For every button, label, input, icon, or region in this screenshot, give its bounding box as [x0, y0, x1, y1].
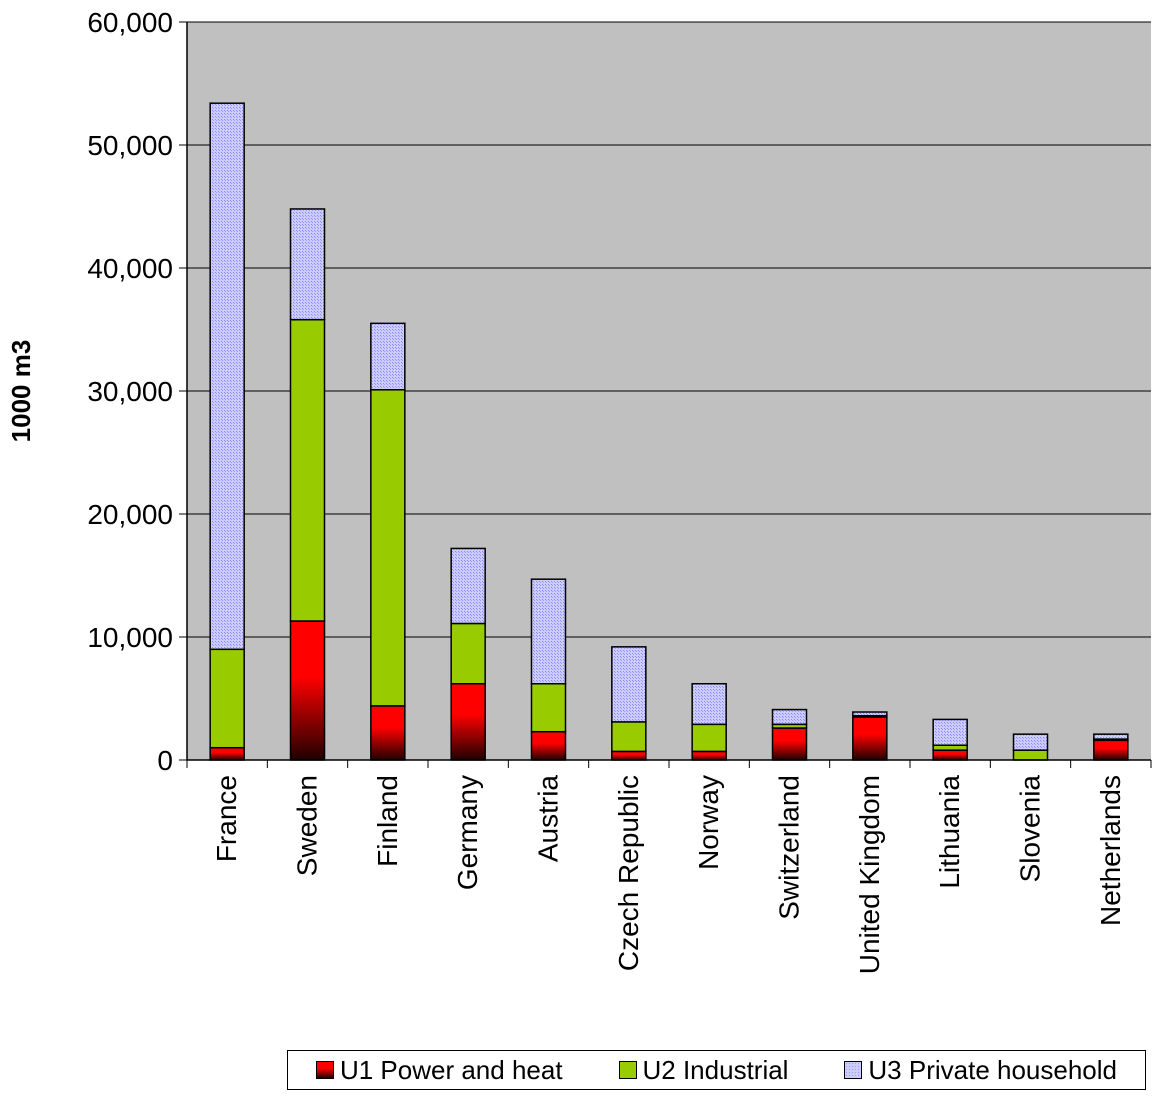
- y-tick-label: 30,000: [87, 376, 173, 407]
- y-axis-label: 1000 m3: [6, 340, 36, 443]
- bar-segment-u1: [370, 705, 406, 761]
- legend-label-u3: U3 Private household: [868, 1054, 1118, 1085]
- y-tick-label: 40,000: [87, 253, 173, 284]
- x-tick-label: Slovenia: [1015, 775, 1046, 883]
- bar-segment-u1: [1093, 739, 1129, 761]
- x-tick-label: Netherlands: [1095, 775, 1126, 926]
- bar-segment-u3: [289, 208, 326, 321]
- bar-segment-u3: [450, 547, 486, 625]
- bar-segment-u3: [771, 708, 808, 726]
- bar-segment-u1: [530, 730, 567, 761]
- y-tick-label: 10,000: [87, 622, 173, 653]
- bar-segment-u2: [450, 622, 486, 685]
- bar-segment-u3: [530, 578, 567, 685]
- bar-segment-u3: [209, 102, 245, 651]
- bar-segment-u3: [852, 711, 888, 717]
- y-tick-label: 60,000: [87, 7, 173, 38]
- bar-segment-u3: [932, 718, 968, 746]
- bar-segment-u2: [691, 723, 727, 753]
- bar-segment-u2: [289, 318, 326, 622]
- bar-segment-u2: [611, 721, 647, 753]
- x-tick-label: France: [211, 775, 242, 862]
- legend-label-u1: U1 Power and heat: [339, 1054, 563, 1085]
- bar-segment-u2: [1012, 749, 1049, 761]
- x-tick-label: United Kingdom: [854, 775, 885, 974]
- x-tick-labels: France Sweden Finland Germany Austria Czech R…: [211, 775, 1126, 975]
- y-tick-label: 0: [157, 745, 173, 776]
- bar-segment-u1: [852, 716, 888, 761]
- bar-segment-u1: [932, 749, 968, 761]
- legend-swatch-u1: [315, 1061, 334, 1079]
- bar-segment-u2: [370, 389, 406, 707]
- x-tick-label: Finland: [372, 775, 403, 867]
- bar-segment-u2: [209, 648, 245, 749]
- x-tick-label: Switzerland: [774, 775, 805, 920]
- bar-segment-u3: [370, 322, 406, 391]
- x-tick-label: Germany: [452, 775, 483, 890]
- legend-item-u3: U3 Private household: [844, 1055, 1117, 1086]
- bar-segment-u3: [1093, 733, 1129, 740]
- bars: [209, 102, 1129, 761]
- y-tick-labels: 0 10,000 20,000 30,000 40,000 50,000 60,000: [87, 7, 173, 776]
- legend-swatch-u3: [844, 1061, 863, 1079]
- legend-item-u2: U2 Industrial: [618, 1054, 789, 1086]
- legend: U1 Power and heat U2 Industrial U3 Priva…: [287, 1050, 1146, 1090]
- x-tick-label: Norway: [693, 775, 724, 870]
- stacked-bar-chart: 0 10,000 20,000 30,000 40,000 50,000 60,000 Fr…: [6, 7, 1152, 975]
- x-tick-label: Austria: [533, 775, 564, 863]
- bar-segment-u2: [530, 682, 567, 733]
- gridlines: [187, 21, 1151, 638]
- legend-label-u2: U2 Industrial: [642, 1054, 789, 1085]
- y-tick-label: 50,000: [87, 130, 173, 161]
- legend-swatch-u2: [618, 1061, 637, 1079]
- x-tick-label: Lithuania: [934, 775, 965, 889]
- legend-item-u1: U1 Power and heat: [315, 1054, 563, 1086]
- bar-segment-u1: [691, 750, 727, 761]
- axes: [179, 21, 1152, 768]
- x-tick-label: Sweden: [292, 775, 323, 876]
- y-tick-label: 20,000: [87, 499, 173, 530]
- bar-segment-u1: [611, 750, 647, 761]
- x-tick-label: Czech Republic: [613, 775, 644, 971]
- bar-segment-u3: [611, 646, 647, 723]
- bar-segment-u3: [1012, 733, 1049, 751]
- bar-segment-u1: [450, 682, 486, 761]
- bar-segment-u1: [771, 727, 808, 761]
- bar-segment-u1: [209, 746, 245, 761]
- bar-segment-u1: [289, 620, 326, 761]
- bar-segment-u3: [691, 682, 727, 726]
